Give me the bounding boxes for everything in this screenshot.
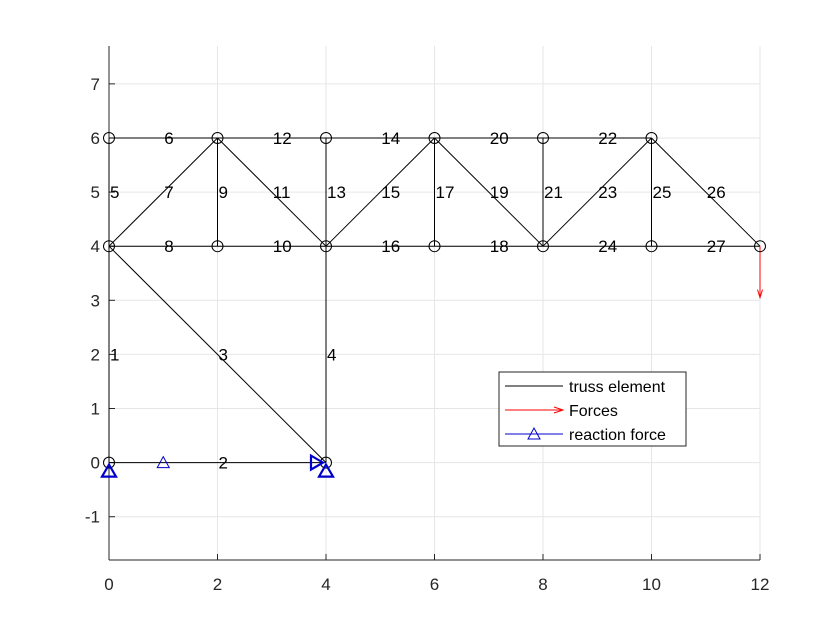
support-triangle-icon: [317, 462, 335, 478]
element-label: 13: [327, 183, 346, 202]
element-label: 8: [164, 237, 173, 256]
x-tick-label: 4: [321, 575, 330, 594]
truss-node: [645, 131, 658, 144]
x-tick-label: 8: [538, 575, 547, 594]
element-label: 21: [544, 183, 563, 202]
element-label: 22: [598, 129, 617, 148]
element-label: 4: [327, 345, 336, 364]
truss-node: [103, 131, 115, 144]
element-label: 1: [110, 345, 119, 364]
truss-node: [537, 240, 549, 253]
truss-node: [103, 240, 115, 253]
truss-node: [428, 240, 441, 253]
legend-triangle-icon: [527, 426, 541, 440]
element-label: 26: [707, 183, 726, 202]
x-tick-label: 2: [213, 575, 222, 594]
truss-node: [428, 131, 441, 144]
element-label: 12: [273, 129, 292, 148]
truss-node: [320, 456, 332, 469]
y-tick-label: 7: [91, 75, 100, 94]
truss-element: [108, 245, 327, 463]
truss-node: [103, 456, 115, 469]
truss-element: [434, 137, 544, 247]
element-label: 2: [219, 454, 228, 473]
legend-label: Forces: [569, 403, 618, 420]
support-triangle-icon: [100, 462, 118, 478]
element-label: 20: [490, 129, 509, 148]
truss-node: [320, 131, 332, 144]
element-label: 11: [273, 183, 291, 202]
legend-arrow-head-icon: [553, 406, 565, 414]
truss-nodes: [103, 131, 766, 469]
y-tick-label: 4: [91, 237, 100, 256]
x-tick-label: 6: [430, 575, 439, 594]
element-labels: 123 4567891011121314151617181920212223242…: [110, 129, 726, 473]
element-label: 17: [436, 183, 455, 202]
support-triangle-right-icon: [309, 453, 326, 472]
truss-elements: [108, 137, 761, 464]
element-label: 18: [490, 237, 509, 256]
truss-element: [108, 137, 218, 247]
truss-node: [754, 240, 766, 253]
element-label: 10: [273, 237, 292, 256]
y-tick-label: -1: [85, 508, 100, 527]
element-label: 7: [164, 183, 173, 202]
x-tick-label: 0: [104, 575, 113, 594]
element-label: 15: [381, 183, 400, 202]
element-label: 19: [490, 183, 509, 202]
legend: truss element Forces reaction force: [498, 371, 687, 447]
truss-node: [320, 240, 332, 253]
element-label: 24: [598, 237, 617, 256]
support-marker-icon: [156, 455, 171, 469]
y-tick-label: 3: [91, 291, 100, 310]
element-label: 16: [381, 237, 400, 256]
x-tick-label: 10: [642, 575, 661, 594]
truss-element: [325, 137, 435, 247]
truss-element: [217, 137, 327, 247]
truss-node: [537, 131, 549, 144]
truss-node: [211, 131, 224, 144]
element-label: 14: [381, 129, 400, 148]
force-arrow-head: [757, 289, 763, 300]
y-tick-label: 5: [91, 183, 100, 202]
element-label: 3: [219, 345, 228, 364]
legend-label: truss element: [569, 379, 666, 396]
y-tick-label: 0: [91, 454, 100, 473]
legend-label: reaction force: [569, 427, 666, 444]
element-label: 5: [110, 183, 119, 202]
element-label: 9: [219, 183, 228, 202]
force-arrows: [757, 246, 763, 300]
y-tick-label: 1: [91, 400, 100, 419]
x-tick-label: 12: [751, 575, 770, 594]
truss-element: [651, 137, 761, 247]
element-label: 27: [707, 237, 726, 256]
truss-node: [645, 240, 658, 253]
element-label: 6: [164, 129, 173, 148]
element-label: 25: [653, 183, 672, 202]
element-label: 23: [598, 183, 617, 202]
y-tick-label: 2: [91, 345, 100, 364]
grid-lines: [108, 46, 761, 560]
truss-node: [211, 240, 224, 253]
truss-element: [542, 137, 652, 247]
y-tick-label: 6: [91, 129, 100, 148]
support-markers: [100, 453, 335, 478]
